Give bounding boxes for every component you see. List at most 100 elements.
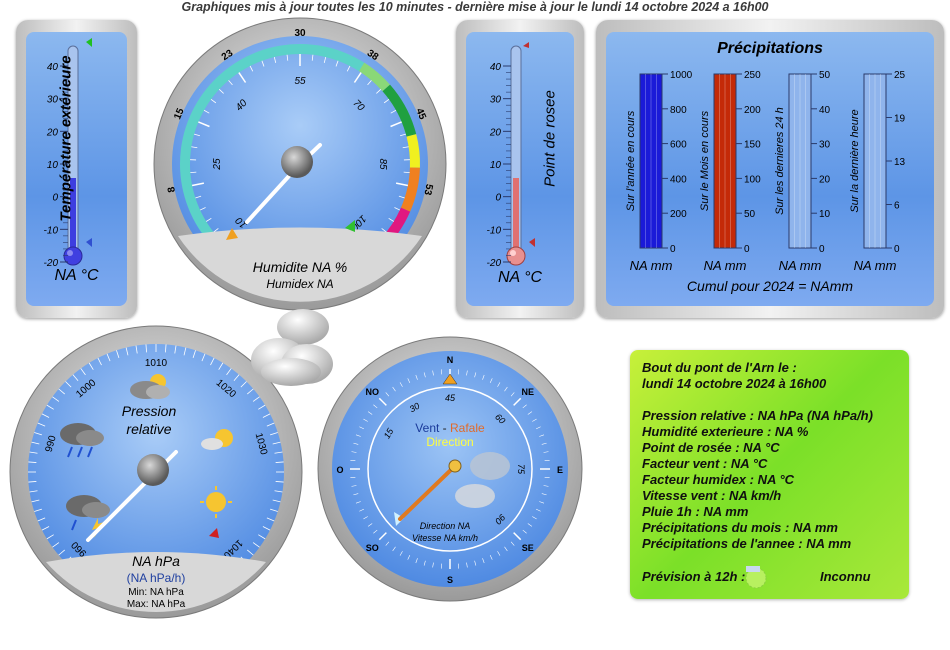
humidity-tick xyxy=(383,99,390,104)
compass-tick xyxy=(367,523,373,527)
summary-line: Bout du pont de l'Arn le : xyxy=(642,360,797,375)
thermo-tick-label: -10 xyxy=(44,225,59,236)
compass-label: S xyxy=(447,575,453,585)
compass-tick xyxy=(353,493,359,496)
humidex-color-band xyxy=(382,84,417,137)
pressure-tick xyxy=(274,451,283,454)
compass-tick xyxy=(466,370,468,376)
summary-line: Vitesse vent : NA km/h xyxy=(642,488,782,503)
pressure-tick xyxy=(29,490,38,493)
pressure-tick xyxy=(125,347,129,356)
thermo-tick-label: -20 xyxy=(487,258,502,269)
precip-tick-label: 19 xyxy=(894,114,906,125)
humidity-tick xyxy=(399,133,406,137)
summary-line: Précipitations du mois : NA mm xyxy=(642,520,838,535)
summary-line: Humidité exterieure : NA % xyxy=(642,424,809,439)
precip-bar-label: Sur la dernière heure xyxy=(849,109,861,212)
humidity-tick xyxy=(228,80,233,86)
pressure-tick xyxy=(28,481,37,483)
wind-speed-text: Vitesse NA km/h xyxy=(412,533,478,543)
compass-tick xyxy=(541,493,547,496)
compass-tick xyxy=(378,532,387,541)
humidity-tick xyxy=(390,121,402,128)
humidity-tick xyxy=(398,195,405,199)
forecast-label: Prévision à 12h : xyxy=(642,569,746,584)
compass-tick xyxy=(497,551,501,556)
dewpoint-panel: 40 30 20 10 0 -10 -20 Point de rosee NA °C xyxy=(456,20,584,318)
thermo-tick-label: 20 xyxy=(46,127,59,138)
pressure-tick xyxy=(41,413,50,418)
cloud-icon xyxy=(251,309,333,386)
pressure-tick xyxy=(106,353,111,362)
weather-summary-box: Bout du pont de l'Arn le : lundi 14 octob… xyxy=(630,350,909,599)
precip-tick-label: 25 xyxy=(894,70,906,81)
humidity-gauge: 0815233038455360102540557085100 Humidite… xyxy=(153,17,447,311)
compass-tick xyxy=(510,541,515,546)
compass-tick xyxy=(423,372,426,378)
humidity-tick-label: 85 xyxy=(377,158,388,170)
precip-tick-label: 0 xyxy=(670,244,676,255)
compass-tick xyxy=(432,370,434,376)
compass-label: NE xyxy=(522,387,535,397)
direction-legend: Direction xyxy=(426,435,473,449)
humidity-tick-label: 55 xyxy=(294,76,306,87)
precip-bar-group: 1000 800 600 400 200 0 Sur l'année en cours NA … xyxy=(625,70,693,273)
compass-tick xyxy=(474,372,477,378)
humidity-tick xyxy=(194,133,201,137)
humidity-tick xyxy=(195,195,202,199)
pressure-tick xyxy=(116,350,120,358)
compass-tick xyxy=(497,382,501,387)
compass-tick xyxy=(351,485,357,487)
pressure-tick xyxy=(218,362,224,370)
compass-label: N xyxy=(447,355,454,365)
pressure-tick xyxy=(65,381,72,388)
humidex-color-band xyxy=(400,167,420,212)
humidity-label: Humidite NA % xyxy=(253,259,347,275)
precip-bar-label: Sur les dernieres 24 h xyxy=(774,107,786,215)
precip-tick-label: 50 xyxy=(819,70,831,81)
speed-tick-label: 60 xyxy=(493,412,507,426)
dewpoint-value: NA °C xyxy=(497,269,543,286)
precip-bar-value: NA mm xyxy=(854,258,897,273)
pressure-tick xyxy=(275,461,284,463)
humidex-color-band xyxy=(358,62,391,92)
thermo-tick-label: 30 xyxy=(490,95,502,106)
precip-tick-label: 20 xyxy=(819,174,831,185)
speed-tick-label: 30 xyxy=(408,401,422,415)
precip-tick-label: 200 xyxy=(744,105,761,116)
compass-tick xyxy=(535,508,541,512)
summary-line: Précipitations de l'annee : NA mm xyxy=(642,536,852,551)
pressure-tick xyxy=(97,357,102,366)
summary-line: Facteur humidex : NA °C xyxy=(642,472,795,487)
pressure-tick xyxy=(262,526,271,531)
pressure-tick xyxy=(34,432,42,436)
precip-tick-label: 40 xyxy=(819,105,831,116)
precip-tick-label: 800 xyxy=(670,105,687,116)
wind-cloud-icon xyxy=(455,452,510,508)
pressure-tick xyxy=(135,345,138,354)
pressure-tick xyxy=(72,374,79,382)
precip-bar-value: NA mm xyxy=(704,258,747,273)
humidity-tick xyxy=(367,80,372,86)
humidity-tick xyxy=(261,60,265,67)
pressure-tick xyxy=(52,542,60,548)
compass-tick xyxy=(543,485,549,487)
forecast-value: Inconnu xyxy=(820,569,871,584)
pressure-tick xyxy=(275,481,284,483)
pressure-tick xyxy=(252,542,260,548)
pressure-tick xyxy=(246,388,254,395)
precip-bar xyxy=(788,73,812,249)
pressure-tick xyxy=(174,345,177,354)
pressure-tick xyxy=(266,422,275,427)
humidity-tick xyxy=(198,121,210,128)
pressure-tick xyxy=(37,422,46,427)
pressure-tick xyxy=(226,368,232,376)
pressure-tick xyxy=(272,499,281,503)
compass-tick xyxy=(392,546,396,552)
pressure-tick xyxy=(246,549,254,556)
humidity-tick xyxy=(210,99,217,104)
humidity-tick xyxy=(238,72,247,83)
pressure-tick xyxy=(58,388,66,395)
precip-bar xyxy=(639,73,663,249)
